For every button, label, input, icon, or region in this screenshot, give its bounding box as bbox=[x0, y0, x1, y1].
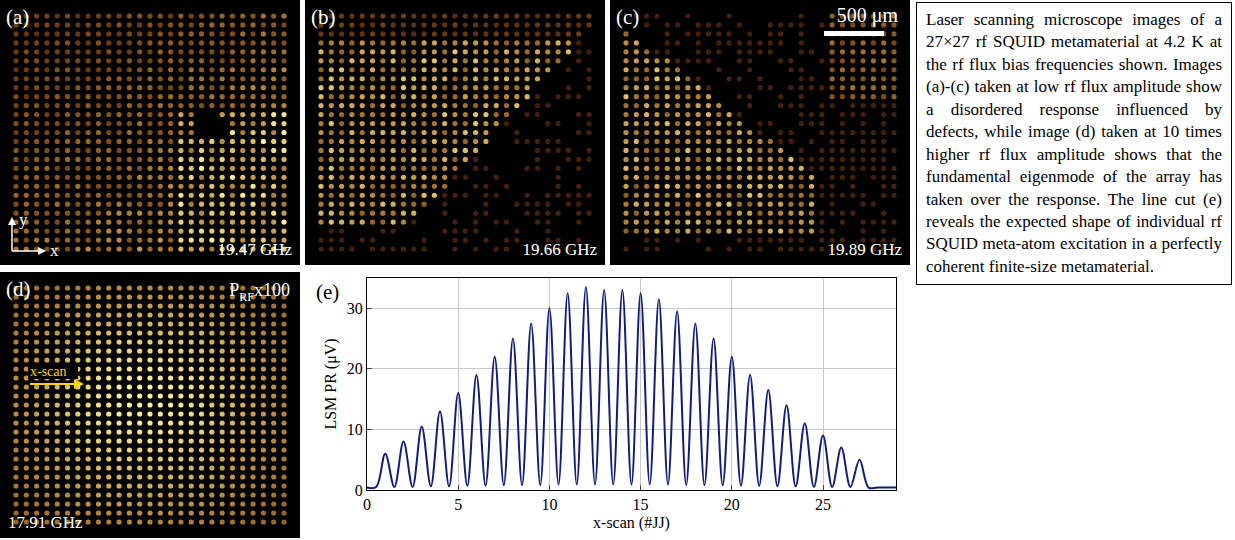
svg-text:x-scan (#JJ): x-scan (#JJ) bbox=[593, 514, 670, 532]
svg-text:PRFx100: PRFx100 bbox=[229, 280, 290, 304]
svg-text:(d): (d) bbox=[6, 277, 31, 301]
svg-text:20: 20 bbox=[724, 496, 740, 513]
html-text:Laser scanning microscope imag: Laser scanning microscope images of a 27… bbox=[926, 10, 1222, 276]
svg-text:x-scan: x-scan bbox=[30, 364, 67, 379]
svg-text:5: 5 bbox=[454, 496, 462, 513]
svg-text:(a): (a) bbox=[6, 5, 29, 29]
svg-text:10: 10 bbox=[541, 496, 557, 513]
svg-text:LSM PR (μV): LSM PR (μV) bbox=[322, 338, 340, 429]
svg-text:20: 20 bbox=[347, 360, 363, 377]
svg-text:30: 30 bbox=[347, 300, 363, 317]
svg-text:10: 10 bbox=[347, 421, 363, 438]
svg-text:17.91 GHz: 17.91 GHz bbox=[8, 513, 83, 532]
svg-text:(e): (e) bbox=[316, 280, 339, 304]
svg-text:(c): (c) bbox=[616, 5, 639, 29]
svg-text:500 μm: 500 μm bbox=[837, 4, 899, 27]
svg-text:y: y bbox=[19, 210, 28, 229]
svg-text:(b): (b) bbox=[311, 5, 336, 29]
svg-text:19.89 GHz: 19.89 GHz bbox=[827, 240, 902, 259]
svg-text:x: x bbox=[50, 241, 59, 260]
svg-text:19.66 GHz: 19.66 GHz bbox=[522, 240, 597, 259]
svg-text:0: 0 bbox=[363, 496, 371, 513]
svg-text:15: 15 bbox=[633, 496, 649, 513]
svg-text:25: 25 bbox=[815, 496, 831, 513]
svg-text:0: 0 bbox=[355, 482, 363, 499]
svg-text:19.47 GHz: 19.47 GHz bbox=[217, 240, 292, 259]
